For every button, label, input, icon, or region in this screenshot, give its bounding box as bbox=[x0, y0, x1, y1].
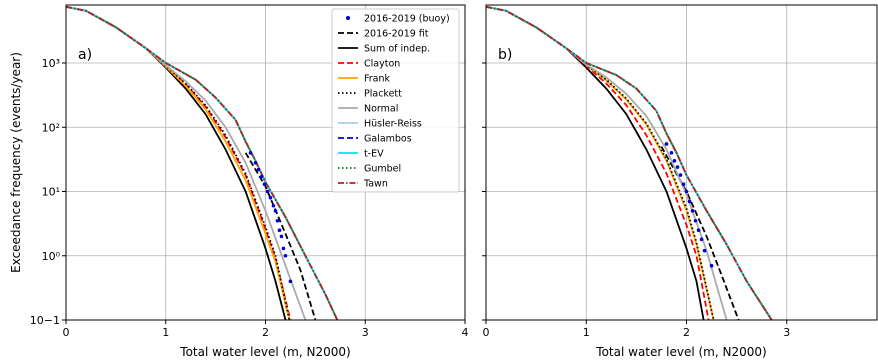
data-point bbox=[681, 182, 686, 186]
y-tick-label: 10−1 bbox=[30, 314, 60, 327]
series-line bbox=[660, 146, 740, 320]
panel-label: a) bbox=[78, 47, 92, 63]
y-tick-label: 10¹ bbox=[42, 186, 60, 199]
data-point bbox=[279, 234, 284, 239]
data-point bbox=[709, 263, 714, 268]
x-tick-label: 4 bbox=[462, 326, 469, 339]
data-point bbox=[669, 151, 674, 155]
data-point bbox=[273, 209, 278, 213]
data-point bbox=[275, 219, 280, 223]
series-line bbox=[486, 5, 728, 320]
data-point bbox=[664, 142, 669, 146]
y-tick-label: 10² bbox=[42, 121, 60, 134]
x-tick-label: 2 bbox=[683, 326, 690, 339]
y-tick-label: 10³ bbox=[42, 57, 60, 70]
series-line bbox=[244, 152, 317, 320]
data-point bbox=[675, 165, 680, 169]
legend-label: Normal bbox=[364, 104, 398, 115]
data-point bbox=[696, 228, 701, 232]
x-tick-label: 3 bbox=[362, 326, 369, 339]
legend-label: Hüsler-Reiss bbox=[364, 119, 422, 130]
x-tick-label: 0 bbox=[483, 326, 490, 339]
series-line bbox=[486, 5, 715, 320]
series-line bbox=[486, 5, 715, 320]
series-line bbox=[66, 5, 339, 320]
y-axis-label: Exceedance frequency (events/year) bbox=[9, 52, 23, 273]
plot-frame bbox=[485, 4, 878, 321]
data-point bbox=[256, 167, 261, 172]
data-point bbox=[259, 174, 264, 179]
data-point bbox=[248, 151, 253, 155]
series-line bbox=[486, 5, 773, 320]
legend: 2016-2019 (buoy) 2016-2019 fit Sum of inde… bbox=[331, 8, 460, 193]
x-tick-label: 2 bbox=[262, 326, 269, 339]
data-point bbox=[283, 253, 288, 258]
series-line bbox=[486, 5, 773, 320]
legend-label: t-EV bbox=[364, 149, 384, 160]
x-tick-label: 0 bbox=[63, 326, 70, 339]
data-point bbox=[281, 246, 286, 251]
data-point bbox=[678, 173, 683, 177]
data-point bbox=[253, 160, 258, 165]
y-tick-label: 10⁰ bbox=[42, 250, 61, 263]
legend-box bbox=[331, 8, 460, 193]
series-line bbox=[486, 5, 710, 320]
data-point bbox=[262, 182, 267, 186]
legend-label: Galambos bbox=[364, 134, 412, 145]
legend-label: 2016-2019 (buoy) bbox=[364, 14, 450, 25]
series-line bbox=[66, 5, 339, 320]
data-point bbox=[684, 189, 689, 194]
plot-area bbox=[486, 5, 773, 320]
legend-marker bbox=[346, 16, 350, 20]
legend-label: 2016-2019 fit bbox=[364, 29, 429, 40]
panel-b bbox=[482, 4, 878, 324]
x-tick-label: 1 bbox=[162, 326, 169, 339]
data-point bbox=[288, 279, 293, 284]
x-axis-label: Total water level (m, N2000) bbox=[595, 345, 766, 359]
legend-label: Clayton bbox=[364, 59, 400, 70]
series-line bbox=[66, 5, 339, 320]
data-point bbox=[690, 209, 695, 213]
data-point bbox=[672, 159, 677, 163]
x-tick-label: 1 bbox=[583, 326, 590, 339]
data-point bbox=[702, 248, 707, 253]
data-point bbox=[693, 219, 698, 223]
data-point bbox=[687, 199, 692, 204]
series-line bbox=[66, 5, 307, 320]
data-point bbox=[277, 228, 282, 232]
data-point bbox=[268, 195, 273, 200]
data-point bbox=[265, 189, 270, 194]
series-line bbox=[486, 5, 773, 320]
panel-label: b) bbox=[498, 47, 512, 63]
series-line bbox=[66, 5, 339, 320]
plot-area bbox=[66, 5, 339, 320]
legend-label: Gumbel bbox=[364, 164, 401, 175]
series-line bbox=[486, 5, 773, 320]
data-point bbox=[271, 203, 276, 208]
legend-label: Plackett bbox=[364, 89, 402, 100]
series-line bbox=[486, 5, 773, 320]
legend-label: Sum of indep. bbox=[364, 44, 430, 55]
series-line bbox=[66, 5, 339, 320]
x-tick-label: 3 bbox=[783, 326, 790, 339]
data-point bbox=[699, 237, 704, 242]
x-axis-label: Total water level (m, N2000) bbox=[179, 345, 350, 359]
legend-label: Tawn bbox=[363, 179, 388, 190]
legend-label: Frank bbox=[364, 74, 391, 85]
panel-a bbox=[62, 4, 466, 324]
